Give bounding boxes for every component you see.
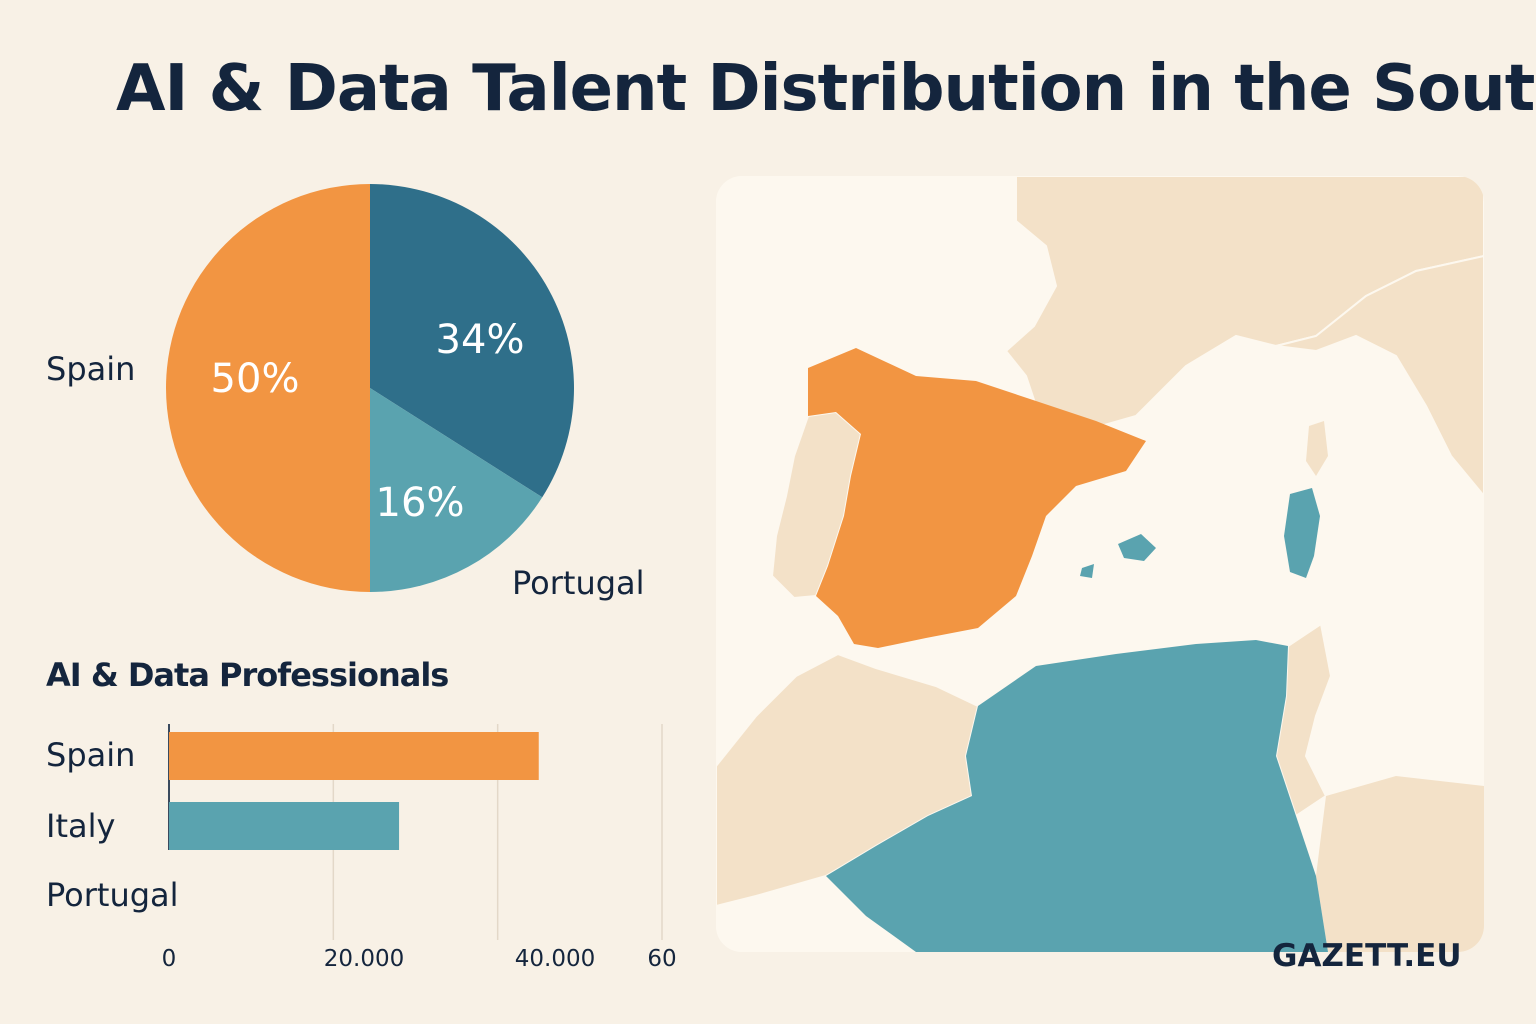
bar-italy	[169, 802, 400, 850]
bar-chart-title: AI & Data Professionals	[46, 656, 449, 694]
italy-land	[1275, 254, 1484, 498]
chart-title: AI & Data Talent Distribution in the Sou…	[116, 52, 1536, 126]
bar-spain	[169, 732, 539, 780]
pie-slice-34	[370, 184, 574, 498]
pie-category-spain: Spain	[46, 350, 135, 388]
bar-chart: Spain Italy Portugal 0 20.000 40.000 60	[46, 724, 677, 972]
x-tick-label-20000: 20.000	[324, 946, 404, 972]
bar-category-spain: Spain	[46, 736, 135, 774]
map-panel	[716, 176, 1484, 952]
corsica-land	[1306, 421, 1328, 476]
pie-label-34: 34%	[436, 317, 525, 363]
algeria-land	[826, 640, 1328, 952]
x-tick-label-40000: 40.000	[515, 946, 595, 972]
brand-logo: GAZETT.EU	[1272, 938, 1462, 974]
balearic-islands-land	[1118, 534, 1156, 561]
sardinia-land	[1284, 488, 1320, 578]
libya-land	[1316, 776, 1484, 952]
pie-slice-16	[370, 388, 543, 592]
pie-slice-50	[166, 184, 370, 592]
bar-category-italy: Italy	[46, 807, 115, 845]
pie-category-portugal: Portugal	[512, 564, 645, 602]
spain-land	[808, 348, 1146, 648]
bar-category-portugal: Portugal	[46, 876, 179, 914]
x-tick-label-0: 0	[162, 946, 177, 972]
pie-chart: 34% 16% 50% Spain Portugal	[46, 184, 645, 602]
ibiza-land	[1080, 564, 1094, 578]
x-tick-label-60: 60	[647, 946, 676, 972]
pie-label-50: 50%	[211, 356, 300, 402]
mediterranean-map	[716, 176, 1484, 952]
pie-label-16: 16%	[376, 480, 465, 526]
